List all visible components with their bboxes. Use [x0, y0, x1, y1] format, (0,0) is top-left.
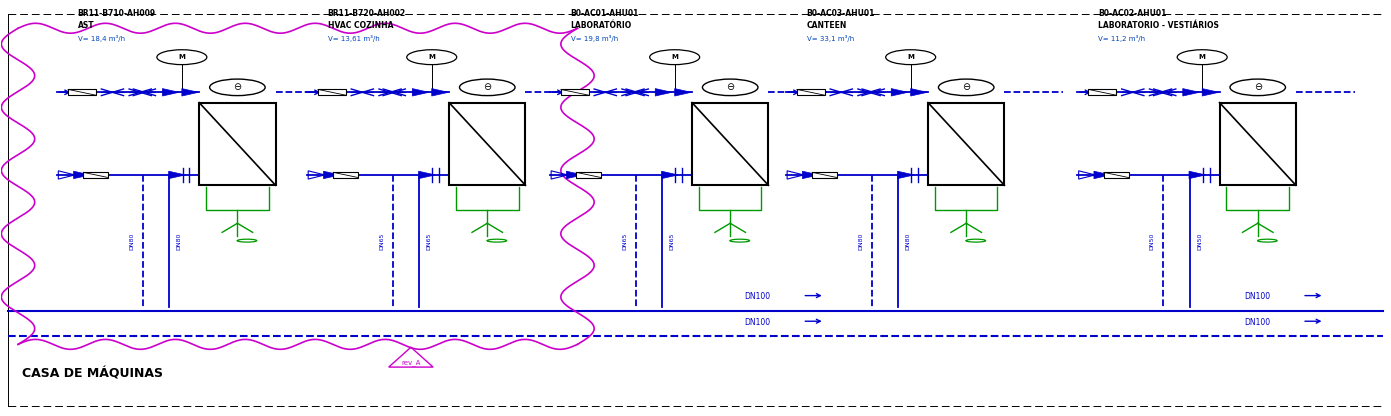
Text: M: M — [428, 54, 435, 60]
Circle shape — [650, 50, 700, 64]
Polygon shape — [324, 171, 341, 178]
Text: B0-AC03-AHU01: B0-AC03-AHU01 — [807, 9, 875, 18]
Text: ⊖: ⊖ — [726, 82, 734, 92]
Text: M: M — [672, 54, 679, 60]
Bar — [812, 172, 837, 178]
Text: CANTEEN: CANTEEN — [807, 21, 847, 30]
Text: ⊖: ⊖ — [483, 82, 491, 92]
Bar — [797, 89, 825, 95]
Text: DN80: DN80 — [906, 233, 910, 250]
Text: ⊖: ⊖ — [1253, 82, 1262, 92]
Text: M: M — [907, 54, 914, 60]
Text: ⊖: ⊖ — [234, 82, 242, 92]
Circle shape — [210, 79, 266, 96]
Polygon shape — [892, 89, 908, 96]
Polygon shape — [662, 171, 679, 178]
Text: BR11-B710-AH009: BR11-B710-AH009 — [78, 9, 156, 18]
Bar — [1088, 89, 1116, 95]
Circle shape — [939, 79, 995, 96]
Polygon shape — [412, 89, 428, 96]
Polygon shape — [431, 89, 448, 96]
Text: DN65: DN65 — [669, 233, 675, 250]
Polygon shape — [655, 89, 672, 96]
Text: V= 19,8 m³/h: V= 19,8 m³/h — [570, 35, 618, 42]
Text: DN65: DN65 — [380, 233, 384, 250]
Text: V= 11,2 m³/h: V= 11,2 m³/h — [1097, 35, 1145, 42]
Text: DN80: DN80 — [858, 233, 864, 250]
Text: V= 18,4 m³/h: V= 18,4 m³/h — [78, 35, 125, 42]
Polygon shape — [163, 89, 179, 96]
Polygon shape — [1202, 89, 1219, 96]
Text: BR11-B720-AH002: BR11-B720-AH002 — [328, 9, 406, 18]
Text: DN100: DN100 — [1244, 292, 1270, 301]
Polygon shape — [803, 171, 819, 178]
Circle shape — [886, 50, 936, 64]
Text: V= 13,61 m³/h: V= 13,61 m³/h — [328, 35, 380, 42]
Polygon shape — [1189, 171, 1206, 178]
Bar — [199, 103, 275, 185]
Text: DN65: DN65 — [427, 233, 431, 250]
Bar — [334, 172, 357, 178]
Bar — [83, 172, 108, 178]
Text: B0-AC02-AHU01: B0-AC02-AHU01 — [1097, 9, 1167, 18]
Circle shape — [1230, 79, 1285, 96]
Text: CASA DE MÁQUINAS: CASA DE MÁQUINAS — [22, 367, 163, 380]
Bar — [1220, 103, 1296, 185]
Circle shape — [157, 50, 207, 64]
Text: DN100: DN100 — [744, 317, 771, 327]
Polygon shape — [419, 171, 435, 178]
Text: V= 33,1 m³/h: V= 33,1 m³/h — [807, 35, 854, 42]
Polygon shape — [74, 171, 90, 178]
Bar — [576, 172, 601, 178]
Text: M: M — [178, 54, 185, 60]
Text: DN100: DN100 — [1244, 317, 1270, 327]
Text: DN50: DN50 — [1196, 233, 1202, 250]
Polygon shape — [168, 171, 185, 178]
Bar — [561, 89, 588, 95]
Text: DN50: DN50 — [1150, 233, 1155, 250]
Text: B0-AC01-AHU01: B0-AC01-AHU01 — [570, 9, 638, 18]
Bar — [68, 89, 96, 95]
Bar — [1103, 172, 1128, 178]
Polygon shape — [897, 171, 914, 178]
Text: rev_A: rev_A — [401, 359, 420, 366]
Circle shape — [702, 79, 758, 96]
Circle shape — [406, 50, 456, 64]
Text: ⊖: ⊖ — [963, 82, 971, 92]
Polygon shape — [675, 89, 691, 96]
Polygon shape — [1093, 171, 1110, 178]
Circle shape — [459, 79, 515, 96]
Polygon shape — [566, 171, 583, 178]
Text: M: M — [1199, 54, 1206, 60]
Text: AST: AST — [78, 21, 95, 30]
Text: DN100: DN100 — [744, 292, 771, 301]
Bar — [449, 103, 526, 185]
Bar — [319, 89, 346, 95]
Circle shape — [1177, 50, 1227, 64]
Polygon shape — [911, 89, 928, 96]
Text: LABORATÓRIO: LABORATÓRIO — [570, 21, 632, 30]
Text: HVAC COZINHA: HVAC COZINHA — [328, 21, 394, 30]
Text: DN80: DN80 — [177, 233, 182, 250]
Text: DN80: DN80 — [129, 233, 135, 250]
Text: DN65: DN65 — [622, 233, 627, 250]
Bar — [693, 103, 768, 185]
Polygon shape — [1182, 89, 1199, 96]
Bar — [928, 103, 1004, 185]
Polygon shape — [182, 89, 199, 96]
Text: LABORATORIO - VESTIÁRIOS: LABORATORIO - VESTIÁRIOS — [1097, 21, 1219, 30]
